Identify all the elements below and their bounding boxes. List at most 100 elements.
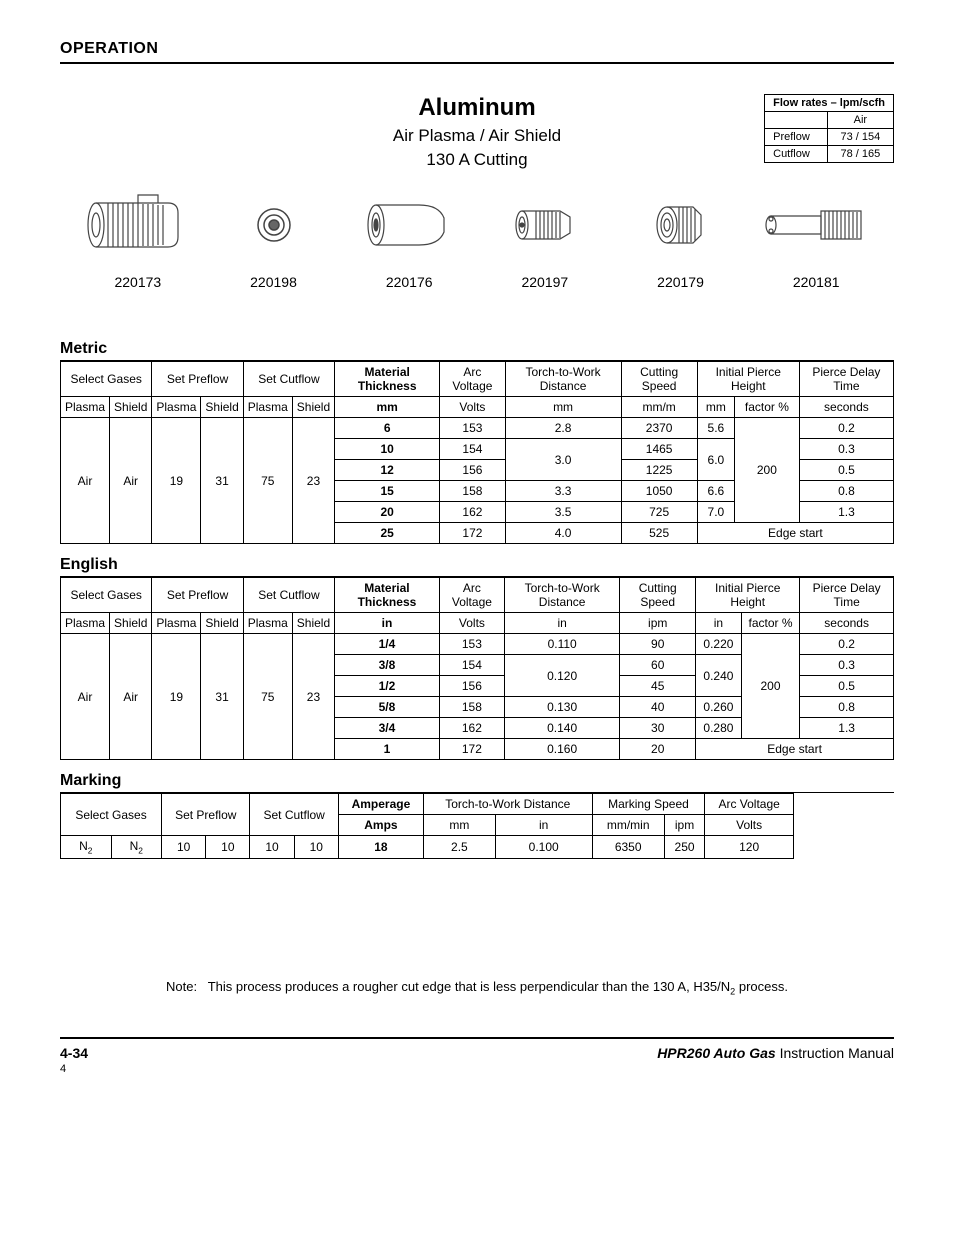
footer-tail: Instruction Manual: [776, 1045, 894, 1061]
e-cfp: 75: [243, 634, 292, 760]
m-cfs: 23: [292, 418, 334, 544]
m-r2-t: 12: [335, 460, 440, 481]
mk-s7: mm: [423, 815, 495, 836]
m-r4-pd: 1.3: [799, 502, 893, 523]
m-h3: Material Thickness: [335, 362, 440, 397]
title-row: Aluminum Air Plasma / Air Shield 130 A C…: [60, 94, 894, 170]
m-r0-s: 2370: [621, 418, 697, 439]
e-h3: Material Thickness: [335, 578, 440, 613]
mk-s9: mm/min: [592, 815, 664, 836]
mk-r4: 10: [250, 836, 294, 859]
metric-table: Select Gases Set Preflow Set Cutflow Mat…: [60, 361, 894, 544]
e-h8: Pierce Delay Time: [800, 578, 894, 613]
part-icon-4: [613, 190, 749, 260]
e-h1: Set Preflow: [152, 578, 243, 613]
e-s8: in: [505, 613, 620, 634]
e-r1-v: 154: [439, 655, 504, 676]
m-s2: Plasma: [152, 397, 201, 418]
m-s9: mm/m: [621, 397, 697, 418]
m-r4-d: 3.5: [505, 502, 621, 523]
mk-h4: Torch-to-Work Distance: [423, 794, 592, 815]
e-r0-v: 153: [439, 634, 504, 655]
e-r1-pd: 0.3: [800, 655, 894, 676]
part-label-1: 220198: [206, 274, 342, 290]
m-h4: Arc Voltage: [440, 362, 505, 397]
mk-s6: Amps: [338, 815, 423, 836]
e-h0: Select Gases: [61, 578, 152, 613]
m-s11: factor %: [734, 397, 799, 418]
mk-r0: N2: [61, 836, 112, 859]
m-r4-v: 162: [440, 502, 505, 523]
m-r1-s: 1465: [621, 439, 697, 460]
mk-s11: Volts: [705, 815, 794, 836]
english-table: Select Gases Set Preflow Set Cutflow Mat…: [60, 577, 894, 760]
e-s0: Plasma: [61, 613, 110, 634]
m-s4: Plasma: [243, 397, 292, 418]
part-label-0: 220173: [70, 274, 206, 290]
m-pfs: 31: [201, 418, 243, 544]
m-s3: Shield: [201, 397, 243, 418]
e-r2-s: 45: [620, 676, 696, 697]
e-s6: in: [335, 613, 440, 634]
e-s3: Shield: [201, 613, 243, 634]
flow-r0-l: Preflow: [765, 129, 828, 146]
e-r0-d: 0.110: [505, 634, 620, 655]
e-r4-ph: 0.280: [696, 718, 742, 739]
note-text: This process produces a rougher cut edge…: [208, 979, 788, 994]
mk-r8: 0.100: [495, 836, 592, 859]
part-label-5: 220181: [748, 274, 884, 290]
m-r4-ph: 7.0: [697, 502, 734, 523]
mk-r3: 10: [206, 836, 250, 859]
flow-col: Air: [827, 112, 893, 129]
note-label: Note:: [166, 979, 197, 994]
footer: 4-34 4 HPR260 Auto Gas Instruction Manua…: [60, 1037, 894, 1075]
m-r1-pd: 0.3: [799, 439, 893, 460]
m-h7: Initial Pierce Height: [697, 362, 799, 397]
mk-h1: Set Preflow: [162, 794, 250, 836]
m-r3-d: 3.3: [505, 481, 621, 502]
m-h1: Set Preflow: [152, 362, 243, 397]
e-s12: seconds: [800, 613, 894, 634]
e-h5: Torch-to-Work Distance: [505, 578, 620, 613]
part-icon-3: [477, 190, 613, 260]
flow-r0-v: 73 / 154: [827, 129, 893, 146]
m-r3-ph: 6.6: [697, 481, 734, 502]
part-icon-0: [70, 190, 206, 260]
e-r3-s: 40: [620, 697, 696, 718]
m-r5-edge: Edge start: [697, 523, 893, 544]
m-r2-pd: 0.5: [799, 460, 893, 481]
e-r4-pd: 1.3: [800, 718, 894, 739]
e-r0-t: 1/4: [335, 634, 440, 655]
flow-r1-l: Cutflow: [765, 146, 828, 163]
m-r0-d: 2.8: [505, 418, 621, 439]
mk-h0: Select Gases: [61, 794, 162, 836]
e-s11: factor %: [741, 613, 800, 634]
e-cfs: 23: [292, 634, 334, 760]
m-cfp: 75: [243, 418, 292, 544]
mk-r9: 6350: [592, 836, 664, 859]
mk-r11: 120: [705, 836, 794, 859]
m-shield: Air: [110, 418, 152, 544]
e-h4: Arc Voltage: [439, 578, 504, 613]
page-header: OPERATION: [60, 40, 894, 64]
e-r3-ph: 0.260: [696, 697, 742, 718]
m-r1-ph: 6.0: [697, 439, 734, 481]
m-r3-t: 15: [335, 481, 440, 502]
marking-table: Select Gases Set Preflow Set Cutflow Amp…: [60, 793, 794, 859]
mk-r10: 250: [664, 836, 705, 859]
english-title: English: [60, 556, 894, 577]
part-label-4: 220179: [613, 274, 749, 290]
mk-r7: 2.5: [423, 836, 495, 859]
m-s10: mm: [697, 397, 734, 418]
title-main: Aluminum: [393, 94, 561, 122]
e-r5-t: 1: [335, 739, 440, 760]
e-pfs: 31: [201, 634, 243, 760]
e-h7: Initial Pierce Height: [696, 578, 800, 613]
part-icon-5: [748, 190, 884, 260]
mk-s10: ipm: [664, 815, 705, 836]
e-r5-s: 20: [620, 739, 696, 760]
m-r2-s: 1225: [621, 460, 697, 481]
e-s7: Volts: [439, 613, 504, 634]
m-r0-v: 153: [440, 418, 505, 439]
e-r2-pd: 0.5: [800, 676, 894, 697]
